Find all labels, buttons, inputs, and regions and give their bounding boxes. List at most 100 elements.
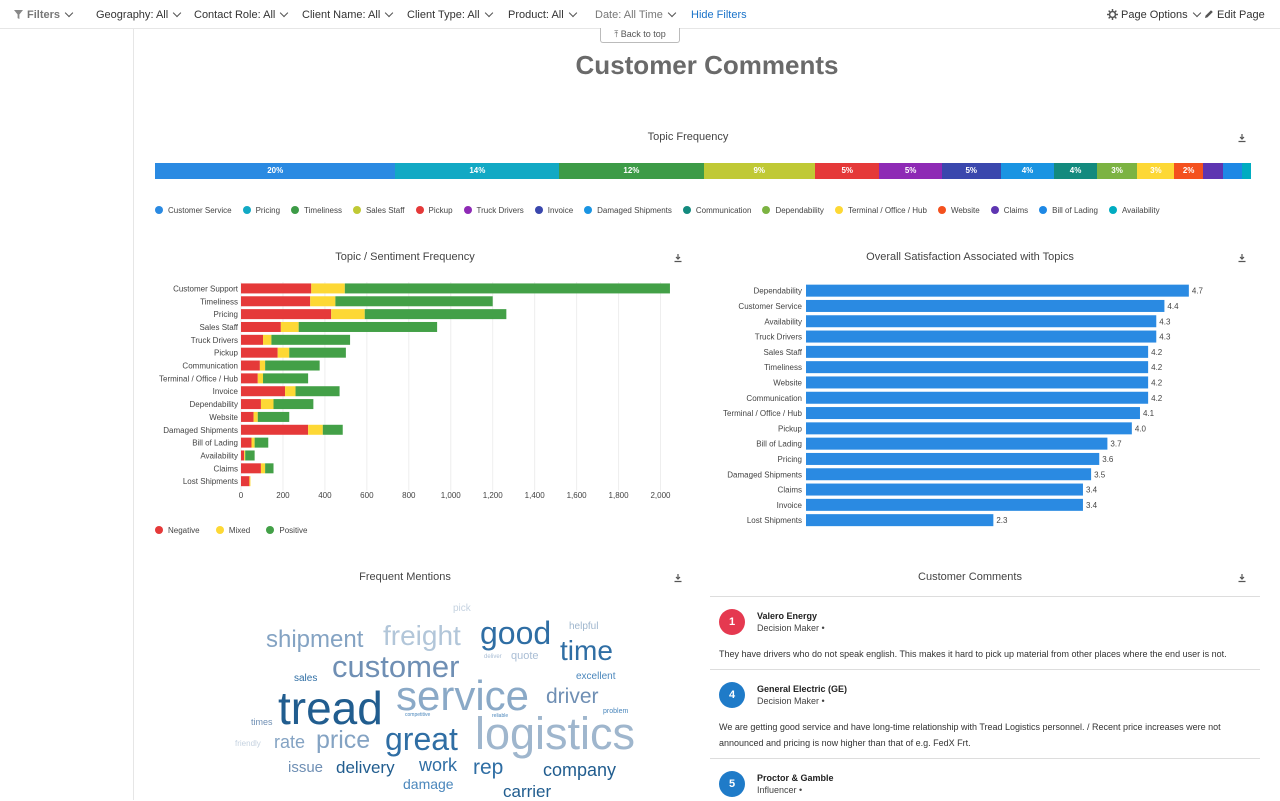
word-customer[interactable]: customer: [332, 649, 460, 684]
topic-segment[interactable]: 4%: [1054, 163, 1097, 179]
word-reliable[interactable]: reliable: [492, 713, 509, 719]
word-friendly[interactable]: friendly: [235, 739, 261, 748]
legend-item[interactable]: Pricing: [242, 206, 280, 215]
word-sales[interactable]: sales: [294, 673, 318, 684]
topic-segment[interactable]: [1242, 163, 1251, 179]
word-freight[interactable]: freight: [383, 620, 461, 651]
word-problem[interactable]: problem: [603, 708, 629, 715]
download-icon[interactable]: [1237, 573, 1247, 583]
topic-segment[interactable]: [1222, 163, 1243, 179]
word-deliver[interactable]: deliver: [484, 654, 502, 660]
word-pick[interactable]: pick: [453, 603, 471, 614]
filter-client-name[interactable]: Client Name: All: [302, 8, 394, 21]
legend-item[interactable]: Truck Drivers: [463, 206, 524, 215]
bar-positive: [245, 450, 255, 461]
legend-item[interactable]: Timeliness: [291, 206, 342, 215]
topic-segment[interactable]: 5%: [879, 163, 942, 179]
hide-filters-link[interactable]: Hide Filters: [691, 9, 747, 21]
topic-segment[interactable]: 5%: [814, 163, 880, 179]
legend-mixed[interactable]: Mixed: [215, 526, 250, 535]
x-tick-label: 200: [276, 491, 290, 500]
legend-item[interactable]: Invoice: [534, 206, 573, 215]
word-price[interactable]: price: [316, 726, 371, 754]
topic-segment[interactable]: 20%: [155, 163, 396, 179]
bar-positive: [265, 360, 320, 371]
filter-bar: Filters Geography: All Contact Role: All…: [0, 0, 1280, 29]
data-label: 3.4: [1086, 501, 1098, 510]
legend-item[interactable]: Website: [937, 206, 980, 215]
legend-item[interactable]: Sales Staff: [352, 206, 405, 215]
word-delivery[interactable]: delivery: [336, 758, 395, 777]
topic-segment[interactable]: 3%: [1096, 163, 1138, 179]
legend-item[interactable]: Pickup: [415, 206, 453, 215]
legend-dot: [291, 206, 300, 214]
topic-segment[interactable]: 2%: [1174, 163, 1203, 179]
bar-mixed: [253, 411, 258, 422]
legend-item[interactable]: Dependability: [762, 206, 824, 215]
download-icon[interactable]: [1237, 253, 1247, 263]
word-service[interactable]: service: [396, 672, 530, 719]
edit-page-button[interactable]: Edit Page: [1204, 9, 1265, 21]
word-great[interactable]: great: [385, 721, 458, 757]
download-icon[interactable]: [1237, 133, 1247, 143]
bar-negative: [241, 476, 250, 487]
word-work[interactable]: work: [419, 755, 458, 775]
y-category-label: Communication: [182, 362, 238, 371]
topic-segment[interactable]: 12%: [559, 163, 704, 179]
word-driver[interactable]: driver: [546, 685, 599, 708]
word-good[interactable]: good: [480, 615, 552, 651]
x-tick-label: 1,000: [441, 491, 462, 500]
chevron-down-icon: [1192, 8, 1201, 18]
score-badge: 4: [719, 682, 745, 708]
word-rate[interactable]: rate: [274, 732, 306, 752]
word-quote[interactable]: quote: [511, 650, 539, 662]
topic-segment[interactable]: 4%: [1000, 163, 1055, 179]
word-shipment[interactable]: shipment: [266, 626, 364, 653]
download-icon[interactable]: [673, 573, 683, 583]
back-to-top-button[interactable]: ⤒ Back to top: [600, 28, 680, 43]
word-damage[interactable]: damage: [403, 776, 454, 792]
filter-contact-role[interactable]: Contact Role: All: [194, 8, 289, 21]
topic-segment[interactable]: [1202, 163, 1223, 179]
legend-label: Communication: [695, 206, 752, 215]
topic-segment[interactable]: 14%: [395, 163, 560, 179]
topic-segment[interactable]: 3%: [1137, 163, 1175, 179]
bar-positive: [335, 296, 493, 307]
y-category-label: Website: [209, 413, 238, 422]
filter-client-type[interactable]: Client Type: All: [407, 8, 493, 21]
legend-item[interactable]: Damaged Shipments: [584, 206, 672, 215]
word-carrier[interactable]: carrier: [503, 782, 552, 801]
legend-item[interactable]: Terminal / Office / Hub: [834, 206, 927, 215]
x-tick-label: 2,000: [650, 491, 671, 500]
word-times[interactable]: times: [251, 717, 273, 727]
satisfaction-bar: [806, 361, 1149, 374]
page-title: Customer Comments: [575, 50, 839, 80]
word-rep[interactable]: rep: [473, 756, 504, 779]
filter-product[interactable]: Product: All: [508, 8, 577, 21]
comment-item: 1 Valero Energy Decision Maker • They ha…: [710, 597, 1260, 670]
legend-positive[interactable]: Positive: [266, 526, 307, 535]
topic-segment[interactable]: 5%: [941, 163, 1001, 179]
filter-date[interactable]: Date: All Time: [595, 8, 677, 21]
word-time[interactable]: time: [560, 635, 613, 666]
word-helpful[interactable]: helpful: [569, 621, 599, 632]
topic-segment[interactable]: 9%: [703, 163, 815, 179]
filter-geography[interactable]: Geography: All: [96, 8, 182, 21]
download-icon[interactable]: [673, 253, 683, 263]
word-tread[interactable]: tread: [278, 682, 383, 734]
word-company[interactable]: company: [543, 760, 617, 780]
legend-item[interactable]: Customer Service: [155, 206, 232, 215]
word-logistics[interactable]: logistics: [475, 708, 636, 759]
word-competitive[interactable]: competitive: [405, 712, 431, 718]
comments-list: 1 Valero Energy Decision Maker • They ha…: [710, 596, 1260, 801]
legend-item[interactable]: Claims: [990, 206, 1028, 215]
page-options-button[interactable]: Page Options: [1107, 8, 1201, 21]
legend-item[interactable]: Communication: [682, 206, 752, 215]
filters-toggle[interactable]: Filters: [14, 8, 74, 21]
word-issue[interactable]: issue: [288, 759, 324, 776]
word-excellent[interactable]: excellent: [576, 671, 616, 682]
legend-negative[interactable]: Negative: [155, 526, 200, 535]
y-category-label: Bill of Lading: [192, 439, 238, 448]
legend-item[interactable]: Bill of Lading: [1039, 206, 1098, 215]
legend-item[interactable]: Availability: [1108, 206, 1160, 215]
